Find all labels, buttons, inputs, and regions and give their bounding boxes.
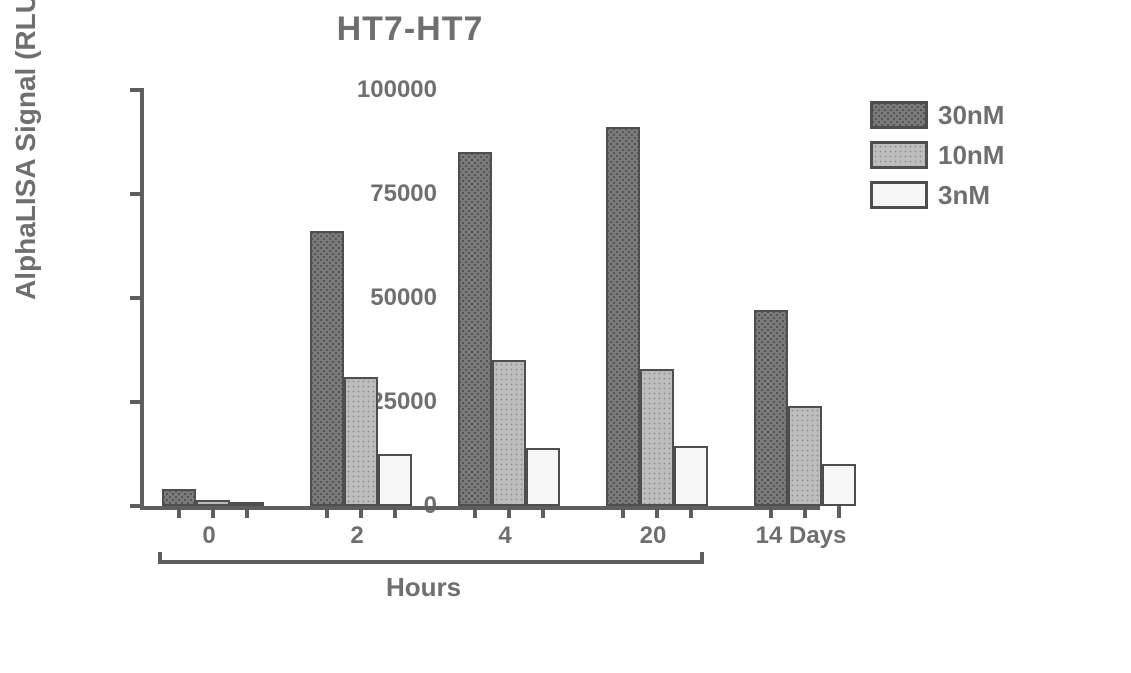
x-tick: [473, 506, 477, 518]
legend-item: 3nM: [870, 175, 1004, 215]
hours-bracket-end: [158, 552, 162, 564]
hours-bracket-end: [700, 552, 704, 564]
legend: 30nM 10nM 3nM: [870, 95, 1004, 215]
x-tick: [621, 506, 625, 518]
x-tick: [803, 506, 807, 518]
bar: [754, 310, 788, 506]
x-tick: [325, 506, 329, 518]
hours-bracket-label: Hours: [386, 572, 461, 603]
bar: [378, 454, 412, 506]
plot-area: [140, 90, 820, 510]
legend-item: 30nM: [870, 95, 1004, 135]
x-tick: [245, 506, 249, 518]
bar: [640, 369, 674, 506]
bar: [788, 406, 822, 506]
y-axis-title: AlphaLISA Signal (RLU): [10, 0, 42, 300]
legend-label: 3nM: [938, 180, 990, 211]
x-tick: [393, 506, 397, 518]
x-tick: [541, 506, 545, 518]
x-tick: [655, 506, 659, 518]
bar: [344, 377, 378, 506]
x-tick: [507, 506, 511, 518]
legend-item: 10nM: [870, 135, 1004, 175]
bar: [162, 489, 196, 506]
x-tick: [211, 506, 215, 518]
x-tick: [177, 506, 181, 518]
legend-swatch: [870, 101, 928, 129]
x-tick-label: 14 Days: [741, 522, 861, 550]
chart-root: HT7-HT7 AlphaLISA Signal (RLU) 025000500…: [0, 0, 1131, 673]
hours-bracket-line: [158, 560, 704, 564]
chart-title: HT7-HT7: [0, 10, 820, 49]
bar: [458, 152, 492, 506]
bar: [310, 231, 344, 506]
x-tick: [837, 506, 841, 518]
x-tick-label: 0: [149, 522, 269, 550]
legend-swatch: [870, 181, 928, 209]
bar: [526, 448, 560, 506]
x-tick-label: 4: [445, 522, 565, 550]
y-tick: [130, 296, 144, 300]
x-tick-label: 2: [297, 522, 417, 550]
y-tick: [130, 504, 144, 508]
legend-label: 10nM: [938, 140, 1004, 171]
y-tick: [130, 192, 144, 196]
y-tick: [130, 88, 144, 92]
bar: [606, 127, 640, 506]
bar: [674, 446, 708, 506]
legend-label: 30nM: [938, 100, 1004, 131]
x-tick: [359, 506, 363, 518]
x-tick: [769, 506, 773, 518]
y-tick: [130, 400, 144, 404]
bar: [822, 464, 856, 506]
x-tick: [689, 506, 693, 518]
x-tick-label: 20: [593, 522, 713, 550]
legend-swatch: [870, 141, 928, 169]
bar: [492, 360, 526, 506]
